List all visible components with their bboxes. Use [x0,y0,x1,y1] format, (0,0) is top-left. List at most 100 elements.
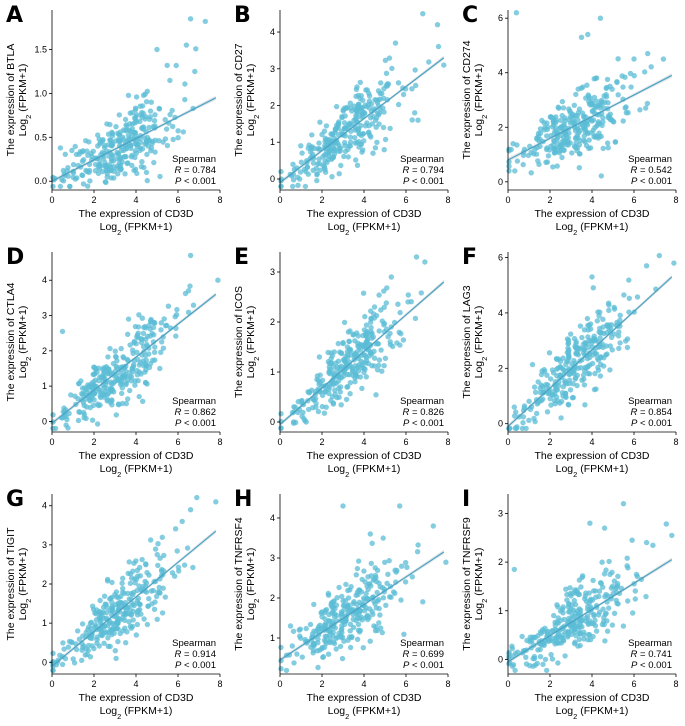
scatter-point [172,314,178,320]
scatter-point [395,80,402,86]
scatter-point [345,329,352,335]
scatter-point [72,176,79,182]
scatter-point [315,664,321,671]
scatter-point [327,639,334,646]
scatter-panel-d: D 0 2 4 6 8 0 1 2 3 4 The expression of CD3D Log2 (F… [0,242,228,484]
scatter-point [644,100,651,107]
scatter-point [603,94,610,100]
y-tick-label: 3 [270,64,275,74]
scatter-point [146,124,152,131]
scatter-point [602,638,608,644]
scatter-point [585,93,592,100]
x-tick-label: 2 [547,437,552,447]
scatter-point [105,643,112,649]
scatter-point [577,607,584,613]
y-tick-label: 2 [270,101,275,111]
scatter-point [135,595,142,602]
scatter-point [295,409,301,416]
scatter-point [347,134,353,140]
scatter-point [142,369,148,375]
scatter-point [549,635,556,642]
y-axis-unit: Log2 (FPKM+1) [245,548,261,621]
scatter-point [614,79,620,86]
scatter-point [157,365,163,372]
scatter-point [109,133,116,139]
scatter-point [359,576,365,583]
x-tick-label: 8 [673,195,678,205]
scatter-point [120,585,126,592]
scatter-point [579,624,585,630]
scatter-point [135,378,141,384]
scatter-point [615,573,621,579]
scatter-point [339,611,345,617]
y-tick-label: 2 [42,579,47,589]
scatter-point [554,356,560,362]
scatter-point [566,354,572,360]
scatter-point [99,149,106,156]
scatter-point [581,636,587,642]
y-axis-unit: Log2 (FPKM+1) [17,64,33,137]
scatter-point [557,608,564,614]
scatter-point [305,389,311,395]
scatter-point [109,398,115,404]
scatter-point [519,425,526,432]
scatter-point [131,560,137,566]
scatter-point [139,336,145,342]
scatter-point [563,394,569,400]
scatter-point [182,81,188,87]
scatter-point [362,110,368,117]
scatter-point [61,405,67,411]
scatter-point [548,651,554,658]
x-tick-label: 0 [277,195,282,205]
y-axis-title: The expression of CD27 [233,43,245,156]
scatter-point [606,558,612,565]
x-tick-label: 6 [175,679,180,689]
scatter-point [574,347,580,353]
scatter-point [336,148,342,154]
scatter-point [382,57,389,63]
panel-letter: F [462,245,477,270]
scatter-point [109,579,115,586]
stat-method: Spearman [172,396,216,407]
scatter-point [127,580,134,586]
scatter-point [328,602,334,609]
scatter-point [528,149,534,156]
scatter-point [376,121,382,127]
scatter-point [100,137,106,143]
scatter-point [156,589,163,595]
scatter-point [335,340,341,347]
scatter-point [572,360,579,366]
scatter-point [379,318,385,324]
scatter-point [129,162,135,169]
scatter-point [592,588,599,594]
scatter-point [341,153,347,160]
scatter-point [120,628,126,634]
scatter-point [552,379,559,385]
scatter-point [113,412,120,418]
scatter-point [559,154,565,161]
scatter-point [591,76,597,82]
scatter-point [398,331,404,337]
scatter-point [575,365,581,371]
scatter-point [175,128,181,134]
scatter-point [325,651,332,657]
scatter-point [343,105,350,112]
scatter-point [604,628,611,634]
scatter-point [537,646,543,653]
x-tick-label: 0 [277,437,282,447]
r-value: R = 0.826 [403,407,444,418]
scatter-point [575,643,581,649]
scatter-point [302,183,309,190]
y-tick-label: 1 [270,367,275,377]
scatter-point [568,331,574,337]
scatter-point [179,518,185,525]
scatter-point [116,112,123,118]
scatter-point [303,419,309,425]
scatter-point [531,384,538,390]
scatter-point [336,132,342,138]
scatter-point [605,115,612,121]
scatter-point [388,274,394,280]
scatter-point [344,384,350,390]
x-tick-label: 6 [631,437,636,447]
